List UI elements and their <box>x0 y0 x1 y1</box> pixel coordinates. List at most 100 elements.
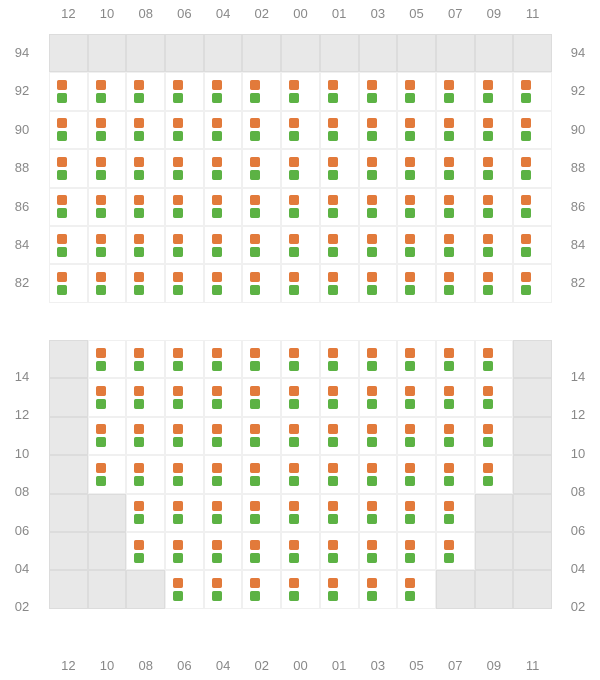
seat-active[interactable] <box>436 72 475 110</box>
seat-active[interactable] <box>204 149 243 187</box>
seat-active[interactable] <box>204 111 243 149</box>
seat-active[interactable] <box>281 188 320 226</box>
seat-active[interactable] <box>165 417 204 455</box>
seat-active[interactable] <box>436 188 475 226</box>
seat-active[interactable] <box>242 72 281 110</box>
seat-active[interactable] <box>204 455 243 493</box>
seat-active[interactable] <box>204 532 243 570</box>
seat-active[interactable] <box>126 494 165 532</box>
seat-active[interactable] <box>320 340 359 378</box>
seat-active[interactable] <box>475 340 514 378</box>
seat-active[interactable] <box>88 264 127 302</box>
seat-active[interactable] <box>165 149 204 187</box>
seat-active[interactable] <box>165 570 204 608</box>
seat-active[interactable] <box>320 226 359 264</box>
seat-active[interactable] <box>281 264 320 302</box>
seat-active[interactable] <box>49 149 88 187</box>
seat-active[interactable] <box>49 111 88 149</box>
seat-active[interactable] <box>436 455 475 493</box>
seat-active[interactable] <box>242 417 281 455</box>
seat-active[interactable] <box>242 532 281 570</box>
seat-active[interactable] <box>475 378 514 416</box>
seat-active[interactable] <box>88 188 127 226</box>
seat-active[interactable] <box>204 570 243 608</box>
seat-active[interactable] <box>397 111 436 149</box>
seat-active[interactable] <box>513 226 552 264</box>
seat-active[interactable] <box>204 494 243 532</box>
seat-active[interactable] <box>49 188 88 226</box>
seat-active[interactable] <box>475 264 514 302</box>
seat-active[interactable] <box>49 72 88 110</box>
seat-active[interactable] <box>281 417 320 455</box>
seat-active[interactable] <box>397 455 436 493</box>
seat-active[interactable] <box>126 226 165 264</box>
seat-active[interactable] <box>204 417 243 455</box>
seat-active[interactable] <box>204 226 243 264</box>
seat-active[interactable] <box>126 340 165 378</box>
seat-active[interactable] <box>436 149 475 187</box>
seat-active[interactable] <box>513 188 552 226</box>
seat-active[interactable] <box>397 149 436 187</box>
seat-active[interactable] <box>126 455 165 493</box>
seat-active[interactable] <box>397 570 436 608</box>
seat-active[interactable] <box>436 532 475 570</box>
seat-active[interactable] <box>397 417 436 455</box>
seat-active[interactable] <box>281 149 320 187</box>
seat-active[interactable] <box>397 264 436 302</box>
seat-active[interactable] <box>359 188 398 226</box>
seat-active[interactable] <box>281 111 320 149</box>
seat-active[interactable] <box>359 111 398 149</box>
seat-active[interactable] <box>436 494 475 532</box>
seat-active[interactable] <box>397 188 436 226</box>
seat-active[interactable] <box>436 264 475 302</box>
seat-active[interactable] <box>359 264 398 302</box>
seat-active[interactable] <box>281 570 320 608</box>
seat-active[interactable] <box>513 111 552 149</box>
seat-active[interactable] <box>320 532 359 570</box>
seat-active[interactable] <box>165 264 204 302</box>
seat-active[interactable] <box>88 111 127 149</box>
seat-active[interactable] <box>320 494 359 532</box>
seat-active[interactable] <box>475 455 514 493</box>
seat-active[interactable] <box>165 72 204 110</box>
seat-active[interactable] <box>165 532 204 570</box>
seat-active[interactable] <box>242 226 281 264</box>
seat-active[interactable] <box>165 111 204 149</box>
seat-active[interactable] <box>242 188 281 226</box>
seat-active[interactable] <box>126 378 165 416</box>
seat-active[interactable] <box>436 417 475 455</box>
seat-active[interactable] <box>242 111 281 149</box>
seat-active[interactable] <box>397 494 436 532</box>
seat-active[interactable] <box>126 72 165 110</box>
seat-active[interactable] <box>475 417 514 455</box>
seat-active[interactable] <box>513 149 552 187</box>
seat-active[interactable] <box>359 570 398 608</box>
seat-active[interactable] <box>397 532 436 570</box>
seat-active[interactable] <box>281 494 320 532</box>
seat-active[interactable] <box>475 149 514 187</box>
seat-active[interactable] <box>513 72 552 110</box>
seat-active[interactable] <box>475 111 514 149</box>
seat-active[interactable] <box>359 532 398 570</box>
seat-active[interactable] <box>320 149 359 187</box>
seat-active[interactable] <box>204 72 243 110</box>
seat-active[interactable] <box>475 72 514 110</box>
seat-active[interactable] <box>165 188 204 226</box>
seat-active[interactable] <box>359 149 398 187</box>
seat-active[interactable] <box>165 494 204 532</box>
seat-active[interactable] <box>242 570 281 608</box>
seat-active[interactable] <box>88 417 127 455</box>
seat-active[interactable] <box>242 264 281 302</box>
seat-active[interactable] <box>320 72 359 110</box>
seat-active[interactable] <box>88 72 127 110</box>
seat-active[interactable] <box>165 455 204 493</box>
seat-active[interactable] <box>49 264 88 302</box>
seat-active[interactable] <box>359 72 398 110</box>
seat-active[interactable] <box>281 378 320 416</box>
seat-active[interactable] <box>436 226 475 264</box>
seat-active[interactable] <box>359 340 398 378</box>
seat-active[interactable] <box>242 340 281 378</box>
seat-active[interactable] <box>359 455 398 493</box>
seat-active[interactable] <box>359 226 398 264</box>
seat-active[interactable] <box>320 455 359 493</box>
